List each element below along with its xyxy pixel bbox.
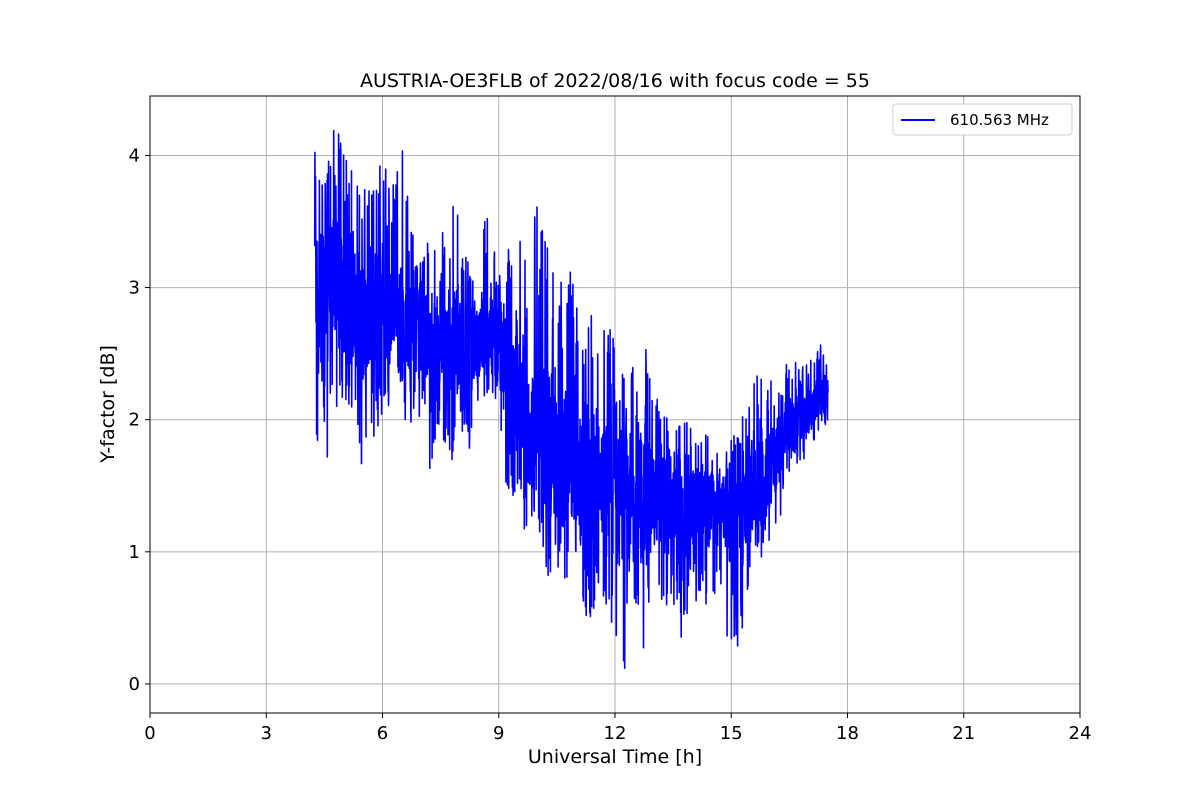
y-tick-label: 3 <box>129 278 140 299</box>
grid <box>150 96 1080 713</box>
chart-title: AUSTRIA-OE3FLB of 2022/08/16 with focus … <box>360 70 870 92</box>
x-axis-label: Universal Time [h] <box>528 746 702 768</box>
x-tick-label: 6 <box>377 723 388 744</box>
y-tick-label: 0 <box>129 674 140 695</box>
series-line <box>313 129 829 669</box>
legend-label: 610.563 MHz <box>950 111 1049 129</box>
y-axis-label: Y-factor [dB] <box>97 345 119 464</box>
x-tick-label: 18 <box>836 723 859 744</box>
series-layer <box>313 129 829 669</box>
x-tick-label: 21 <box>952 723 975 744</box>
x-tick-label: 3 <box>261 723 272 744</box>
x-tick-label: 24 <box>1069 723 1092 744</box>
x-tick-label: 9 <box>493 723 504 744</box>
y-tick-label: 2 <box>129 410 140 431</box>
x-tick-label: 12 <box>604 723 627 744</box>
x-tick-label: 0 <box>144 723 155 744</box>
legend: 610.563 MHz <box>892 103 1073 136</box>
y-tick-label: 4 <box>129 145 140 166</box>
y-tick-label: 1 <box>129 542 140 563</box>
legend-frame <box>892 103 1073 136</box>
x-tick-label: 15 <box>720 723 743 744</box>
